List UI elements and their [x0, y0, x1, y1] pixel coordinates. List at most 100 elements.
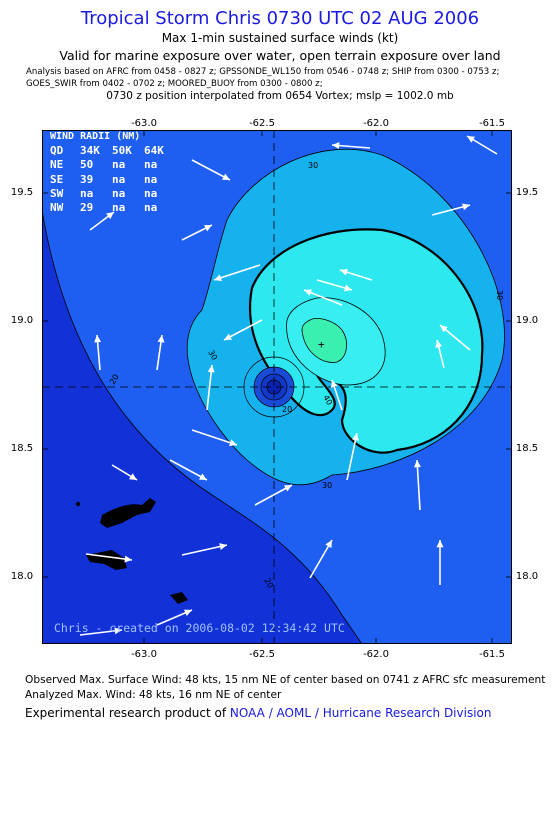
radius-34k: 29	[80, 201, 94, 215]
x-tick-top-3: -62.0	[363, 118, 389, 129]
radius-50k: na	[112, 158, 126, 172]
wind-radii-table: WIND RADII (NM) QD 34K 50K 64K NE 50 na na SE 3…	[50, 130, 172, 215]
radius-50k: na	[112, 201, 126, 215]
contour-label-20-west: 20	[108, 373, 121, 386]
radius-50k: na	[112, 172, 126, 186]
wind-arrow	[85, 553, 133, 561]
wind-radii-header-row: QD 34K 50K 64K	[50, 144, 172, 158]
radius-64k: na	[144, 158, 158, 172]
wind-arrow-head	[114, 627, 122, 635]
contour-label-30-west: 30	[206, 349, 219, 362]
wind-arrow-head	[332, 142, 340, 150]
credit-org-link[interactable]: NOAA / AOML / Hurricane Research Divisio…	[229, 706, 492, 720]
wind-arrow-head	[467, 136, 475, 143]
contour-labels: 20 30 40 20 30 30 20 30 20	[108, 161, 504, 590]
island-antigua	[100, 498, 156, 528]
col-header-64k: 64K	[144, 144, 164, 158]
wind-radii-title: WIND RADII (NM)	[50, 131, 141, 142]
observed-max-wind: Observed Max. Surface Wind: 48 kts, 15 n…	[25, 674, 546, 686]
wind-arrow-head	[340, 268, 348, 276]
contour-label-20-south: 20	[262, 577, 275, 590]
wind-radii-row-ne: NE 50 na na	[50, 158, 172, 172]
col-header-quadrant: QD	[50, 144, 64, 158]
region-45kt	[301, 318, 347, 363]
wind-arrow-head	[284, 485, 292, 492]
wind-arrow-head	[440, 325, 448, 333]
creation-stamp: Chris - created on 2006-08-02 12:34:42 U…	[54, 621, 345, 635]
x-tick-bottom-3: -62.0	[363, 649, 389, 660]
quadrant-label: SW	[50, 186, 64, 200]
wind-arrow-head	[304, 289, 312, 296]
wind-arrow	[191, 429, 238, 446]
quadrant-label: NE	[50, 158, 64, 172]
quadrant-label: SE	[50, 172, 64, 186]
wind-field-svg: 20 30 40 20 30 30 20 30 20 +	[42, 130, 512, 644]
x-tick-top-2: -62.5	[249, 118, 275, 129]
x-tick-top-1: -63.0	[131, 118, 157, 129]
wind-arrow-head	[330, 380, 338, 388]
radius-64k: na	[144, 201, 158, 215]
y-tick-right-1: 19.5	[515, 187, 539, 198]
radius-34k: 39	[80, 172, 94, 186]
wind-arrow	[416, 459, 421, 511]
radius-34k: na	[80, 186, 94, 200]
wind-arrow-head	[436, 540, 444, 548]
wind-arrow-head	[325, 540, 332, 548]
wind-radii-row-nw: NW 29 na na	[50, 201, 172, 215]
wind-arrow-head	[344, 284, 352, 292]
island-redonda	[75, 501, 81, 507]
analyzed-max-wind: Analyzed Max. Wind: 48 kts, 16 nm NE of …	[25, 689, 282, 701]
credit-prefix: Experimental research product of	[25, 706, 230, 720]
radius-64k: na	[144, 172, 158, 186]
contour-label-30-east: 30	[495, 290, 504, 300]
y-tick-left-4: 18.0	[10, 571, 34, 582]
contour-label-20-eye: 20	[282, 405, 292, 414]
max-wind-center-marker: +	[318, 338, 325, 351]
island-small	[170, 592, 188, 604]
wind-arrow-head	[462, 203, 470, 211]
credit-line: Experimental research product of NOAA / …	[25, 706, 491, 720]
x-tick-bottom-1: -63.0	[131, 649, 157, 660]
data-sources-line-2: GOES_SWIR from 0402 - 0702 z; MOORED_BUO…	[26, 79, 323, 89]
map-title: Tropical Storm Chris 0730 UTC 02 AUG 200…	[80, 8, 480, 29]
wind-arrow-head	[184, 609, 192, 617]
wind-arrow-head	[435, 340, 443, 348]
wind-radii-row-sw: SW na na na	[50, 187, 172, 201]
wind-arrows	[79, 135, 498, 636]
wind-arrow-head	[413, 460, 421, 468]
wind-arrow	[309, 539, 333, 579]
x-tick-bottom-2: -62.5	[249, 649, 275, 660]
wind-arrow-head	[204, 225, 212, 232]
contour-label-30-south: 30	[322, 481, 332, 490]
wind-radii-row-se: SE 39 na na	[50, 173, 172, 187]
y-tick-left-3: 18.5	[10, 443, 34, 454]
wind-arrow-head	[106, 212, 114, 220]
wind-arrow-head	[224, 333, 232, 340]
contour-label-40: 40	[321, 394, 334, 407]
radius-64k: na	[144, 186, 158, 200]
wind-arrow-head	[157, 335, 165, 343]
y-tick-right-2: 19.0	[515, 315, 539, 326]
wind-arrow-head	[129, 473, 137, 480]
wind-arrow-head	[229, 439, 237, 447]
radius-50k: na	[112, 186, 126, 200]
wind-arrow-head	[222, 173, 230, 180]
wind-arrow-head	[352, 433, 359, 441]
wind-arrow	[181, 544, 228, 556]
wind-field-map: 20 30 40 20 30 30 20 30 20 +	[42, 130, 512, 644]
map-subtitle-exposure: Valid for marine exposure over water, op…	[59, 48, 501, 63]
contour-label-30-north: 30	[308, 161, 318, 170]
wind-arrow-head	[214, 274, 222, 282]
position-note: 0730 z position interpolated from 0654 V…	[106, 90, 454, 102]
wind-arrow-head	[124, 555, 132, 563]
wind-arrow	[346, 432, 358, 481]
x-tick-bottom-4: -61.5	[479, 649, 505, 660]
wind-arrow	[213, 264, 261, 281]
wind-arrow-head	[94, 335, 102, 343]
wind-arrow-head	[207, 365, 215, 373]
y-tick-right-3: 18.5	[515, 443, 539, 454]
col-header-50k: 50K	[112, 144, 132, 158]
radius-34k: 50	[80, 158, 94, 172]
quadrant-label: NW	[50, 201, 64, 215]
map-subtitle-units: Max 1-min sustained surface winds (kt)	[161, 31, 399, 45]
